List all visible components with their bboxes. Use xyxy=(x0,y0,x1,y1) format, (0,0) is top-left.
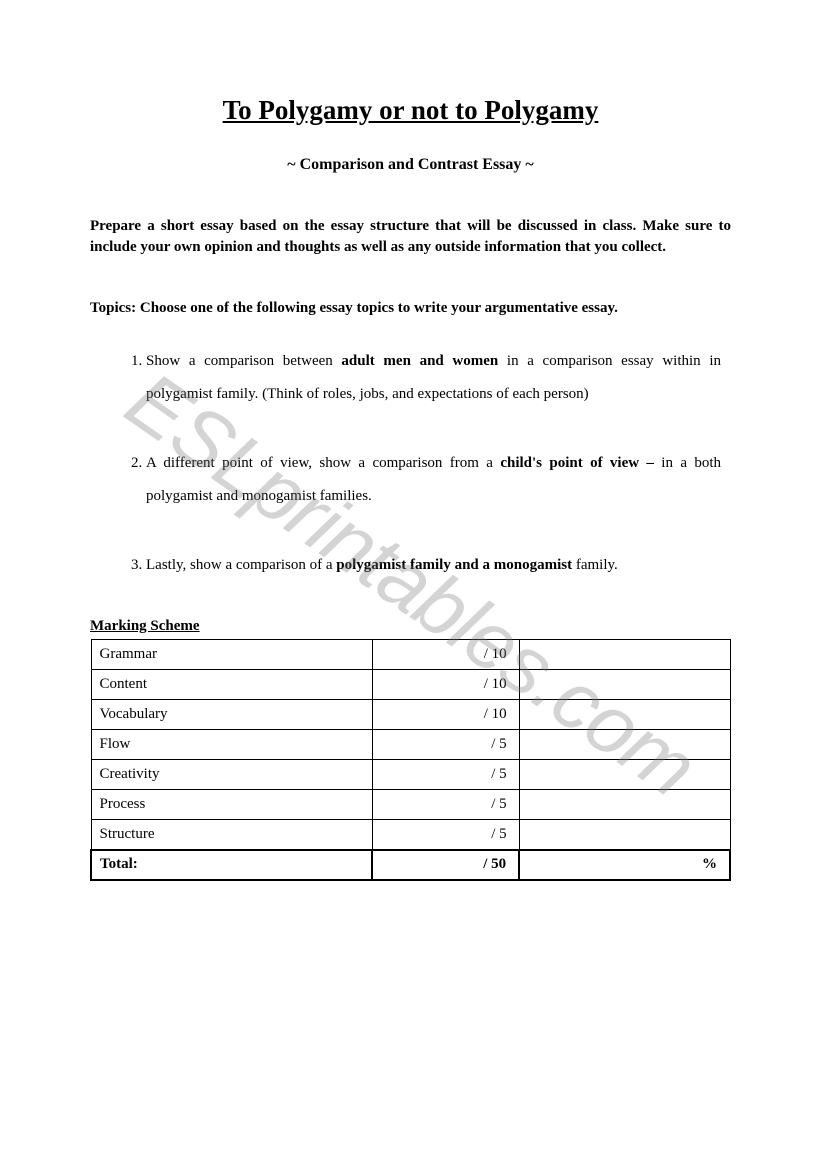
criterion-label: Grammar xyxy=(91,640,372,670)
marking-scheme-header: Marking Scheme xyxy=(90,618,731,635)
criterion-extra xyxy=(519,640,730,670)
marking-scheme-table: Grammar / 10 Content / 10 Vocabulary / 1… xyxy=(90,639,731,881)
table-row: Flow / 5 xyxy=(91,730,730,760)
table-row: Process / 5 xyxy=(91,790,730,820)
topic-item: Lastly, show a comparison of a polygamis… xyxy=(146,549,731,582)
topic-bold: polygamist family and a monogamist xyxy=(336,557,572,573)
criterion-extra xyxy=(519,820,730,850)
criterion-label: Creativity xyxy=(91,760,372,790)
table-row: Grammar / 10 xyxy=(91,640,730,670)
criterion-score: / 10 xyxy=(372,700,519,730)
criterion-label: Content xyxy=(91,670,372,700)
criterion-score: / 10 xyxy=(372,640,519,670)
topic-bold: adult men and women xyxy=(341,353,498,369)
table-row: Vocabulary / 10 xyxy=(91,700,730,730)
topic-item: A different point of view, show a compar… xyxy=(146,447,731,513)
criterion-score: / 5 xyxy=(372,820,519,850)
criterion-score: / 10 xyxy=(372,670,519,700)
criterion-score: / 5 xyxy=(372,730,519,760)
topic-text: Lastly, show a comparison of a xyxy=(146,557,336,573)
criterion-score: / 5 xyxy=(372,760,519,790)
topic-item: Show a comparison between adult men and … xyxy=(146,345,731,411)
criterion-extra xyxy=(519,760,730,790)
document-title: To Polygamy or not to Polygamy xyxy=(90,95,731,126)
criterion-extra xyxy=(519,670,730,700)
total-label: Total: xyxy=(91,850,372,880)
criterion-score: / 5 xyxy=(372,790,519,820)
total-extra: % xyxy=(519,850,730,880)
criterion-label: Structure xyxy=(91,820,372,850)
instructions-paragraph: Prepare a short essay based on the essay… xyxy=(90,216,731,258)
criterion-label: Flow xyxy=(91,730,372,760)
criterion-extra xyxy=(519,700,730,730)
topic-bold: child's point of view – xyxy=(500,455,654,471)
document-subtitle: ~ Comparison and Contrast Essay ~ xyxy=(90,156,731,174)
criterion-extra xyxy=(519,790,730,820)
table-row: Content / 10 xyxy=(91,670,730,700)
table-row: Creativity / 5 xyxy=(91,760,730,790)
topics-list: Show a comparison between adult men and … xyxy=(90,345,731,582)
topic-text: Show a comparison between xyxy=(146,353,341,369)
table-total-row: Total: / 50 % xyxy=(91,850,730,880)
total-score: / 50 xyxy=(372,850,519,880)
table-row: Structure / 5 xyxy=(91,820,730,850)
criterion-label: Vocabulary xyxy=(91,700,372,730)
topic-text: A different point of view, show a compar… xyxy=(146,455,500,471)
criterion-label: Process xyxy=(91,790,372,820)
criterion-extra xyxy=(519,730,730,760)
topics-header: Topics: Choose one of the following essa… xyxy=(90,300,731,317)
topic-text: family. xyxy=(572,557,618,573)
